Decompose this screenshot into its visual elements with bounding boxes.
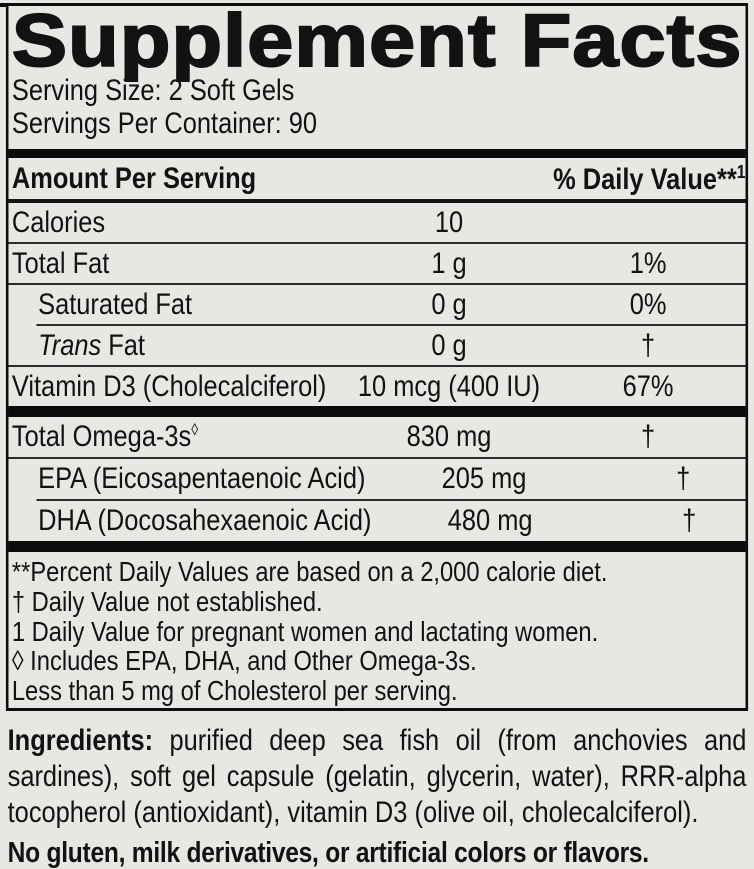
nutrient-dv: 0%: [629, 287, 667, 321]
row-trans-fat: Trans Fat 0 g †: [8, 326, 745, 365]
footnote-pregnant: 1 Daily Value for pregnant women and lac…: [11, 615, 599, 647]
nutrient-amount: 0 g: [431, 328, 467, 362]
ingredients-label: Ingredients:: [7, 723, 154, 757]
nutrient-amount: 10: [434, 205, 464, 239]
row-rule: [8, 457, 746, 459]
row-rule-indented: [36, 324, 746, 326]
nutrient-name: Trans Fat: [38, 328, 146, 362]
header-rule: [8, 199, 746, 203]
footnote-cholesterol: Less than 5 mg of Cholesterol per servin…: [11, 675, 458, 707]
nutrient-name: EPA (Eicosapentaenoic Acid): [38, 462, 366, 495]
row-rule: [8, 283, 746, 285]
section-divider-bar: [8, 541, 746, 552]
section-divider-bar: [8, 149, 746, 158]
nutrient-dv: †: [641, 420, 656, 453]
ingredients-paragraph: Ingredients: purified deep sea fish oil …: [8, 723, 747, 831]
row-calories: Calories 10: [8, 203, 745, 242]
section-divider-bar: [8, 406, 746, 417]
nutrient-amount: 1 g: [431, 246, 467, 280]
label-wrapper: Supplement Facts Serving Size: 2 Soft Ge…: [0, 3, 754, 869]
footnote-dagger: † Daily Value not established.: [11, 585, 323, 617]
row-rule: [8, 242, 746, 244]
row-epa: EPA (Eicosapentaenoic Acid) 205 mg †: [8, 459, 745, 499]
row-vitamin-d3: Vitamin D3 (Cholecalciferol) 10 mcg (400…: [8, 367, 745, 406]
row-saturated-fat: Saturated Fat 0 g 0%: [8, 285, 745, 324]
nutrient-name: Total Omega-3s◊: [11, 420, 199, 453]
row-rule: [8, 365, 746, 367]
nutrient-name: Vitamin D3 (Cholecalciferol): [11, 369, 327, 403]
nutrient-amount: 0 g: [431, 287, 467, 321]
footnote-diamond: ◊ Includes EPA, DHA, and Other Omega-3s.: [11, 645, 477, 677]
table-header-row: Amount Per Serving % Daily Value**1: [8, 158, 746, 199]
servings-per-container: Servings Per Container: 90: [11, 107, 318, 140]
omega3-footnote-marker: ◊: [191, 421, 199, 439]
row-rule-indented: [36, 499, 746, 501]
footnote-percent-dv: **Percent Daily Values are based on a 2,…: [11, 556, 608, 587]
serving-size: Serving Size: 2 Soft Gels: [11, 74, 295, 107]
nutrient-amount: 830 mg: [406, 420, 492, 453]
nutrient-name: Calories: [11, 205, 106, 239]
nutrient-dv: †: [676, 462, 691, 495]
amount-per-serving-label: Amount Per Serving: [11, 161, 257, 195]
nutrient-amount: 480 mg: [447, 504, 533, 537]
supplement-facts-panel: Supplement Facts Serving Size: 2 Soft Ge…: [5, 0, 749, 711]
row-total-omega3: Total Omega-3s◊ 830 mg †: [8, 417, 745, 457]
allergen-statement: No gluten, milk derivatives, or artifici…: [7, 836, 649, 869]
nutrient-dv: †: [682, 504, 697, 537]
row-dha: DHA (Docosahexaenoic Acid) 480 mg †: [8, 501, 745, 541]
nutrient-name: DHA (Docosahexaenoic Acid): [38, 504, 372, 537]
footnotes-block: **Percent Daily Values are based on a 2,…: [8, 552, 745, 708]
nutrient-amount: 10 mcg (400 IU): [357, 369, 541, 403]
ingredients-text: purified deep sea fish oil (from anchovi…: [7, 723, 747, 829]
daily-value-footnote-marker: 1: [736, 160, 746, 182]
nutrient-name: Total Fat: [11, 246, 110, 280]
nutrient-name: Saturated Fat: [38, 287, 193, 321]
nutrient-dv: 1%: [629, 246, 667, 280]
daily-value-label: % Daily Value**1: [553, 160, 746, 196]
panel-title: Supplement Facts: [11, 0, 743, 82]
nutrient-dv: 67%: [622, 369, 674, 403]
row-total-fat: Total Fat 1 g 1%: [8, 244, 745, 283]
nutrient-amount: 205 mg: [441, 462, 527, 495]
nutrient-dv: †: [641, 328, 656, 362]
